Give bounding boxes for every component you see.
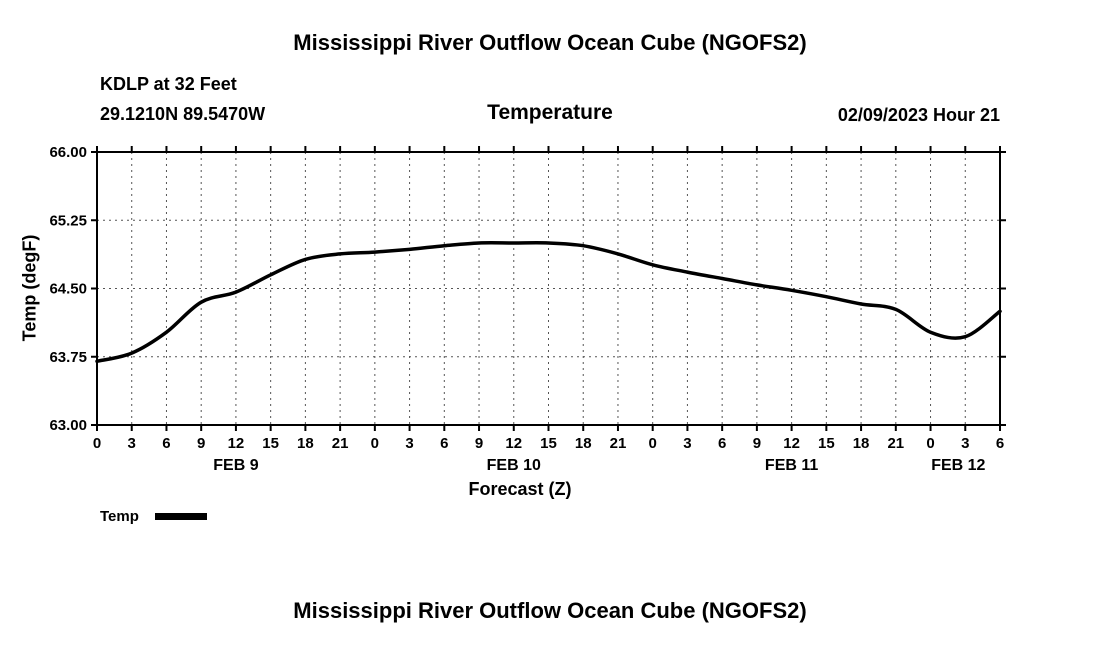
x-tick-label: 21 xyxy=(887,435,904,452)
x-tick-label: 6 xyxy=(440,435,448,452)
y-tick-label: 65.25 xyxy=(49,212,87,229)
x-tick-label: 6 xyxy=(162,435,170,452)
x-tick-label: 9 xyxy=(197,435,205,452)
day-label: FEB 11 xyxy=(765,457,818,474)
next-chart-title: Mississippi River Outflow Ocean Cube (NG… xyxy=(293,598,807,623)
x-tick-label: 3 xyxy=(405,435,413,452)
chart-title: Mississippi River Outflow Ocean Cube (NG… xyxy=(293,30,807,55)
x-tick-label: 3 xyxy=(128,435,136,452)
day-label: FEB 9 xyxy=(213,457,258,474)
x-tick-label: 15 xyxy=(540,435,557,452)
y-tick-label: 66.00 xyxy=(49,144,87,161)
day-label: FEB 10 xyxy=(487,457,541,474)
y-tick-label: 64.50 xyxy=(49,281,87,298)
x-tick-label: 12 xyxy=(783,435,800,452)
temp-line xyxy=(95,241,1002,364)
x-tick-label: 3 xyxy=(961,435,969,452)
plot-title: Temperature xyxy=(487,101,613,124)
day-label: FEB 12 xyxy=(931,457,985,474)
legend-line-swatch xyxy=(154,513,207,520)
legend-label: Temp xyxy=(100,508,139,525)
x-tick-label: 9 xyxy=(475,435,483,452)
x-axis-label: Forecast (Z) xyxy=(468,479,572,499)
x-tick-label: 9 xyxy=(753,435,761,452)
y-tick-label: 63.00 xyxy=(49,417,87,434)
x-tick-label: 15 xyxy=(262,435,279,452)
x-tick-label: 0 xyxy=(93,435,101,452)
legend: Temp xyxy=(100,508,207,525)
x-tick-label: 6 xyxy=(996,435,1004,452)
x-tick-label: 12 xyxy=(228,435,245,452)
x-tick-label: 18 xyxy=(575,435,592,452)
x-tick-label: 21 xyxy=(610,435,627,452)
x-tick-label: 12 xyxy=(505,435,522,452)
x-tick-label: 0 xyxy=(371,435,379,452)
x-tick-label: 0 xyxy=(926,435,934,452)
station-label: KDLP at 32 Feet xyxy=(100,74,237,94)
datetime-label: 02/09/2023 Hour 21 xyxy=(837,105,1000,125)
x-tick-label: 18 xyxy=(853,435,870,452)
x-tick-label: 15 xyxy=(818,435,835,452)
x-tick-label: 18 xyxy=(297,435,314,452)
x-tick-label: 6 xyxy=(718,435,726,452)
coordinates-label: 29.1210N 89.5470W xyxy=(100,104,266,124)
plot-border xyxy=(96,151,1001,426)
x-tick-label: 3 xyxy=(683,435,691,452)
x-tick-label: 0 xyxy=(649,435,657,452)
y-tick-label: 63.75 xyxy=(49,349,87,366)
x-tick-label: 21 xyxy=(332,435,349,452)
